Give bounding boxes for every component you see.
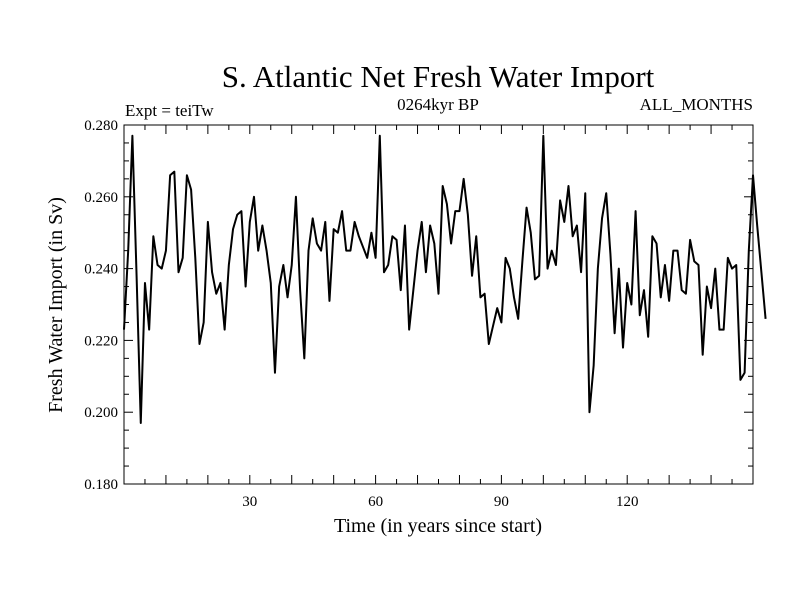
x-axis-label: Time (in years since start) [334, 515, 542, 537]
subtitle-center: 0264kyr BP [397, 95, 479, 114]
axis-ticks [124, 125, 753, 484]
y-tick-label: 0.260 [84, 190, 118, 206]
series-lines [123, 134, 767, 424]
subtitle-right: ALL_MONTHS [640, 95, 753, 114]
y-axis-label: Fresh Water Import (in Sv) [45, 197, 67, 413]
chart-title: S. Atlantic Net Fresh Water Import [222, 59, 655, 94]
x-tick-label: 60 [368, 494, 383, 510]
y-tick-label: 0.200 [84, 405, 118, 421]
x-tick-label: 30 [242, 494, 257, 510]
y-tick-label: 0.240 [84, 262, 118, 278]
y-tick-label: 0.280 [84, 118, 118, 134]
axis-tick-labels: 30 60 90 120 0.180 0.200 0.220 0.240 0.260 0.280 [84, 118, 638, 510]
plot-frame [123, 124, 754, 485]
x-tick-label: 120 [616, 494, 639, 510]
y-tick-label: 0.220 [84, 333, 118, 349]
x-tick-label: 90 [494, 494, 509, 510]
subtitle-left: Expt = teiTw [125, 101, 214, 120]
series-line [123, 134, 767, 424]
y-tick-label: 0.180 [84, 477, 118, 493]
